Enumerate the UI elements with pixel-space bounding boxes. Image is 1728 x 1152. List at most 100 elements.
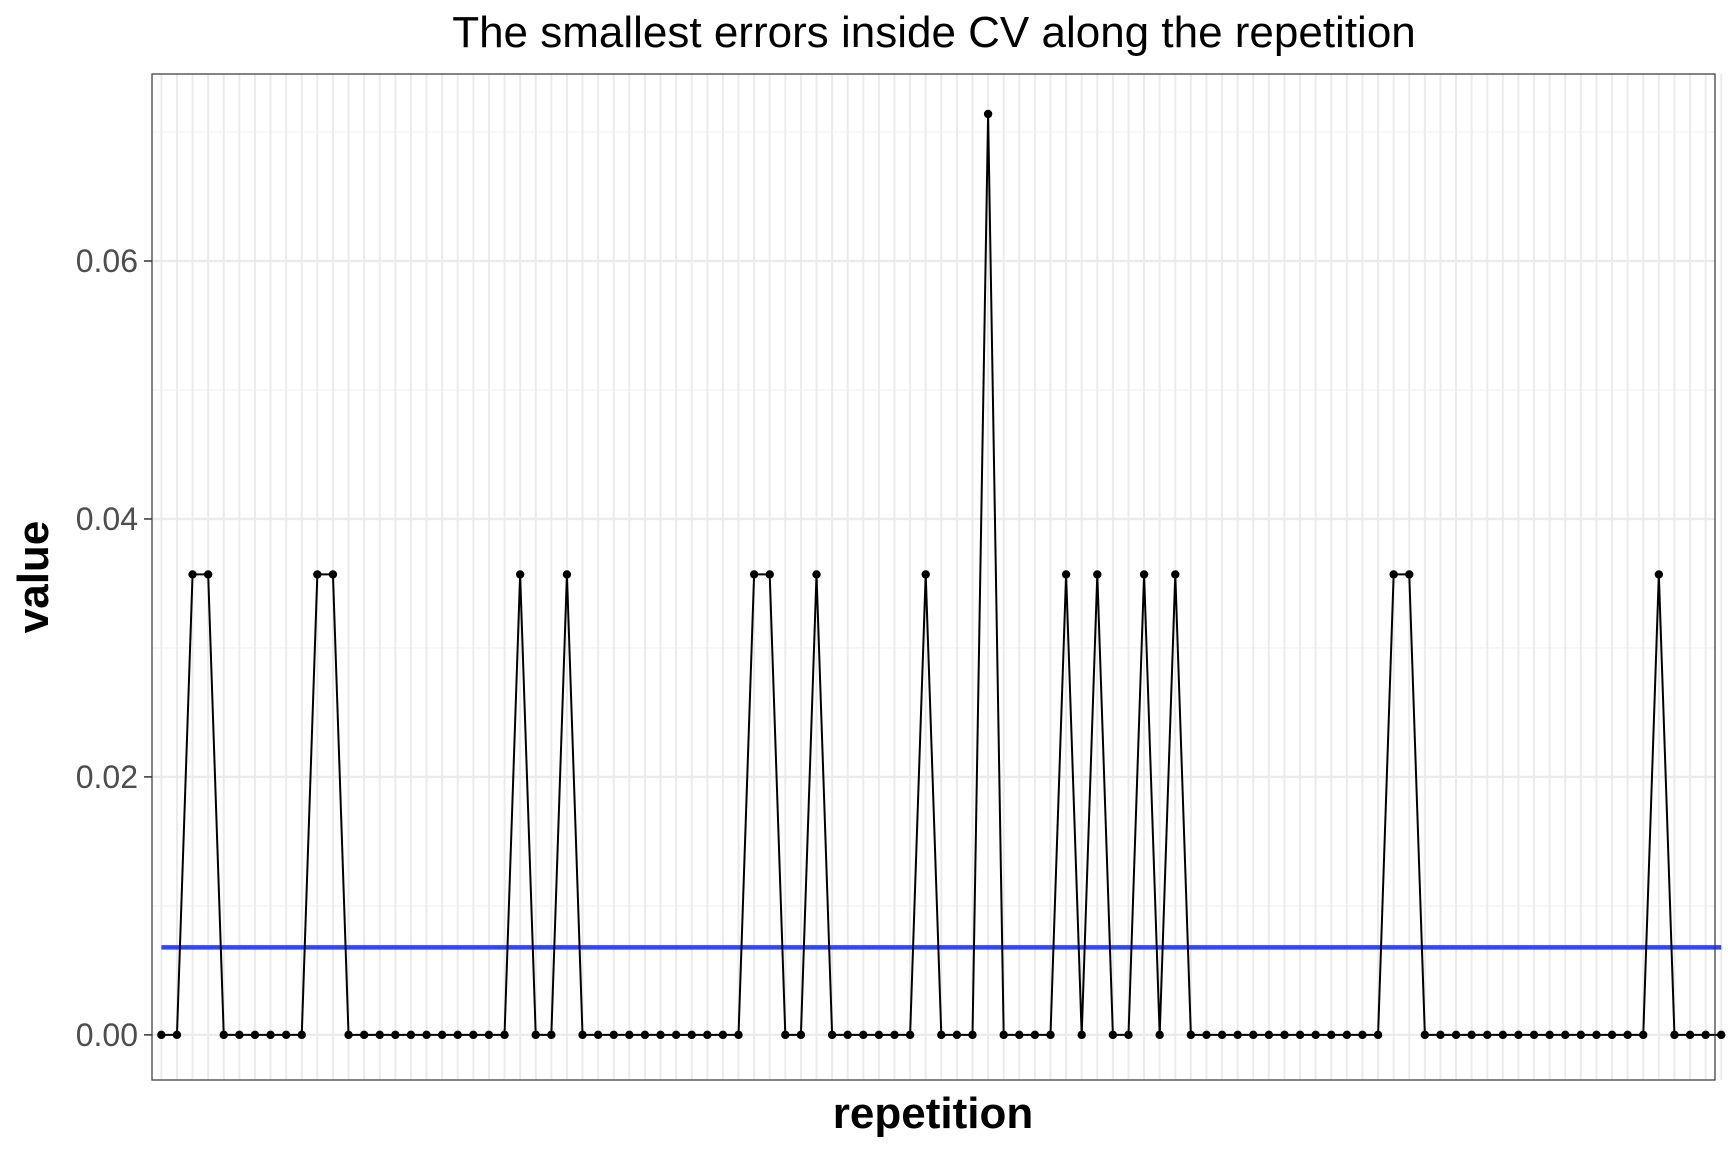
data-point bbox=[1373, 1030, 1383, 1040]
data-point bbox=[1561, 1030, 1570, 1040]
data-point bbox=[983, 109, 993, 119]
data-point bbox=[1701, 1030, 1710, 1040]
data-point bbox=[1217, 1030, 1227, 1040]
data-point bbox=[515, 570, 525, 579]
data-point bbox=[469, 1030, 478, 1040]
data-point bbox=[812, 570, 821, 579]
data-point bbox=[547, 1030, 556, 1040]
y-axis-ticks: 0.00 0.02 0.04 0.06 bbox=[76, 243, 152, 1053]
data-point bbox=[1451, 1030, 1461, 1040]
data-point bbox=[1358, 1030, 1367, 1040]
data-point bbox=[734, 1030, 743, 1040]
data-point bbox=[999, 1030, 1008, 1040]
data-point bbox=[905, 1030, 915, 1040]
data-point bbox=[266, 1030, 275, 1040]
data-point bbox=[1436, 1030, 1445, 1040]
data-point bbox=[1264, 1030, 1274, 1040]
data-point bbox=[1311, 1030, 1320, 1040]
data-point bbox=[437, 1030, 447, 1040]
data-point bbox=[453, 1030, 462, 1040]
data-point bbox=[359, 1030, 369, 1040]
data-point bbox=[1654, 570, 1664, 579]
data-point bbox=[1030, 1030, 1040, 1040]
data-point bbox=[718, 1030, 728, 1040]
data-point bbox=[297, 1030, 306, 1040]
data-point bbox=[235, 1030, 244, 1040]
data-point bbox=[749, 570, 759, 579]
data-point bbox=[640, 1030, 650, 1040]
data-point bbox=[500, 1030, 509, 1040]
data-point bbox=[1498, 1030, 1508, 1040]
data-point bbox=[1233, 1030, 1242, 1040]
data-point bbox=[1093, 570, 1102, 579]
data-point bbox=[1623, 1030, 1632, 1040]
data-point bbox=[328, 570, 338, 579]
data-point bbox=[484, 1030, 494, 1040]
data-point bbox=[406, 1030, 416, 1040]
data-point bbox=[1639, 1030, 1648, 1040]
data-point bbox=[422, 1030, 431, 1040]
data-point bbox=[219, 1030, 228, 1040]
data-point bbox=[656, 1030, 665, 1040]
data-point bbox=[1061, 570, 1071, 579]
data-point bbox=[1186, 1030, 1196, 1040]
data-point bbox=[765, 570, 774, 579]
chart-title: The smallest errors inside CV along the … bbox=[452, 8, 1416, 57]
series-points bbox=[157, 109, 1726, 1040]
y-tick-label: 0.00 bbox=[76, 1017, 138, 1053]
panel-border bbox=[151, 73, 1716, 1081]
data-point bbox=[1327, 1030, 1336, 1040]
data-point bbox=[1405, 570, 1414, 579]
data-point bbox=[531, 1030, 540, 1040]
data-point bbox=[1576, 1030, 1586, 1040]
data-point bbox=[1514, 1030, 1523, 1040]
data-point bbox=[313, 570, 322, 579]
data-point bbox=[1420, 1030, 1430, 1040]
data-point bbox=[1015, 1030, 1024, 1040]
minor-gridlines bbox=[152, 131, 1715, 907]
data-point bbox=[1545, 1030, 1554, 1040]
data-point bbox=[1529, 1030, 1539, 1040]
y-axis-title: value bbox=[9, 521, 58, 634]
data-point bbox=[1607, 1030, 1617, 1040]
data-point bbox=[188, 570, 197, 579]
data-point bbox=[562, 570, 572, 579]
data-point bbox=[921, 570, 930, 579]
data-point bbox=[1249, 1030, 1258, 1040]
data-point bbox=[874, 1030, 884, 1040]
data-point bbox=[1139, 570, 1149, 579]
data-point bbox=[391, 1030, 400, 1040]
data-point bbox=[1483, 1030, 1492, 1040]
data-point bbox=[625, 1030, 634, 1040]
x-axis-title: repetition bbox=[833, 1089, 1033, 1138]
y-tick-label: 0.04 bbox=[76, 501, 138, 537]
data-point bbox=[1046, 1030, 1055, 1040]
data-point bbox=[344, 1030, 353, 1040]
data-point bbox=[172, 1030, 182, 1040]
data-point bbox=[1295, 1030, 1305, 1040]
data-point bbox=[157, 1030, 166, 1040]
data-point bbox=[796, 1030, 806, 1040]
data-point bbox=[1389, 570, 1398, 579]
data-point bbox=[890, 1030, 899, 1040]
data-point bbox=[968, 1030, 977, 1040]
data-point bbox=[593, 1030, 603, 1040]
data-point bbox=[375, 1030, 384, 1040]
data-point bbox=[1467, 1030, 1476, 1040]
data-point bbox=[1342, 1030, 1352, 1040]
data-point bbox=[952, 1030, 962, 1040]
data-point bbox=[1124, 1030, 1133, 1040]
data-point bbox=[250, 1030, 260, 1040]
data-point bbox=[1202, 1030, 1211, 1040]
data-point bbox=[1108, 1030, 1118, 1040]
data-point bbox=[687, 1030, 696, 1040]
data-point bbox=[1670, 1030, 1679, 1040]
data-point bbox=[609, 1030, 618, 1040]
data-point bbox=[937, 1030, 946, 1040]
data-point bbox=[859, 1030, 868, 1040]
data-point bbox=[703, 1030, 712, 1040]
data-point bbox=[203, 570, 213, 579]
y-tick-label: 0.06 bbox=[76, 243, 138, 279]
data-point bbox=[843, 1030, 852, 1040]
